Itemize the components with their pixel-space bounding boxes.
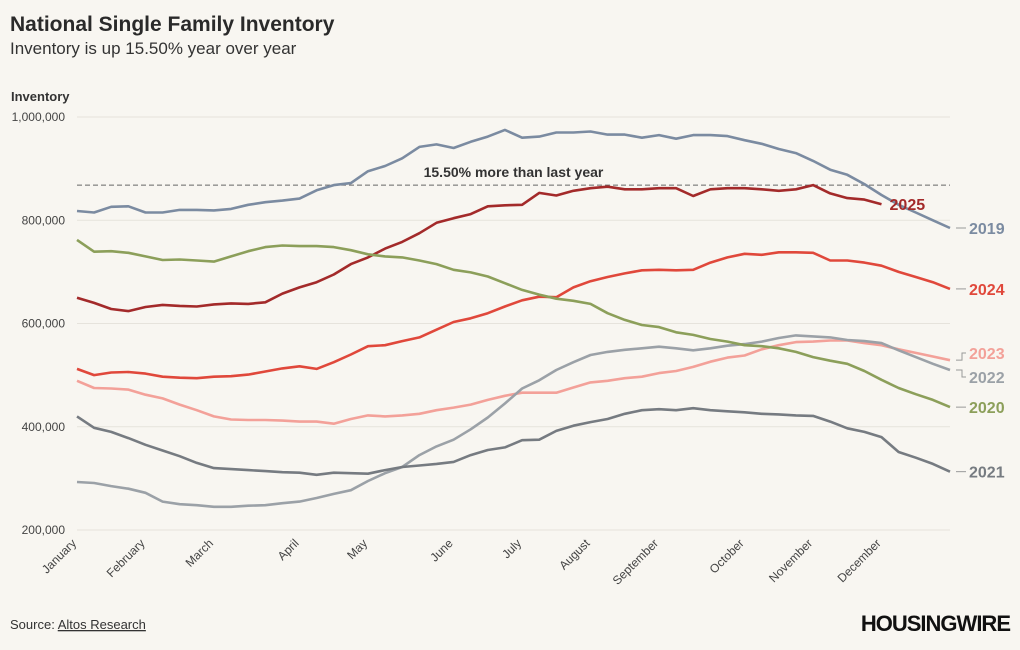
series-label: 2022 — [969, 370, 1005, 387]
series-line — [76, 339, 951, 425]
y-tick-label: 600,000 — [22, 317, 66, 331]
series-line — [76, 238, 951, 409]
series-line — [76, 406, 951, 477]
y-tick-label: 800,000 — [22, 213, 66, 227]
reference-label: 15.50% more than last year — [424, 164, 604, 180]
series-line — [76, 183, 882, 313]
y-tick-label: 400,000 — [22, 420, 66, 434]
source-link[interactable]: Altos Research — [58, 617, 146, 632]
series-line — [76, 251, 951, 380]
label-connector — [956, 369, 966, 378]
y-tick-label: 200,000 — [22, 523, 66, 537]
chart-title: National Single Family Inventory — [10, 13, 335, 36]
series-line — [76, 128, 951, 230]
series-line — [76, 334, 951, 509]
y-axis-label: Inventory — [11, 89, 70, 104]
series-label: 2025 — [890, 197, 926, 214]
series-label: 2024 — [969, 282, 1005, 299]
series-label: 2020 — [969, 400, 1005, 417]
chart-subtitle: Inventory is up 15.50% year over year — [10, 39, 297, 58]
series-label: 2021 — [969, 465, 1005, 482]
brand-logo: HOUSINGWIRE — [861, 611, 1010, 636]
y-tick-label: 1,000,000 — [12, 110, 66, 124]
source: Source: Altos Research — [10, 617, 146, 632]
series-label: 2023 — [969, 346, 1005, 363]
series-label: 2019 — [969, 221, 1005, 238]
source-prefix: Source: — [10, 617, 55, 632]
label-connector — [956, 352, 966, 361]
